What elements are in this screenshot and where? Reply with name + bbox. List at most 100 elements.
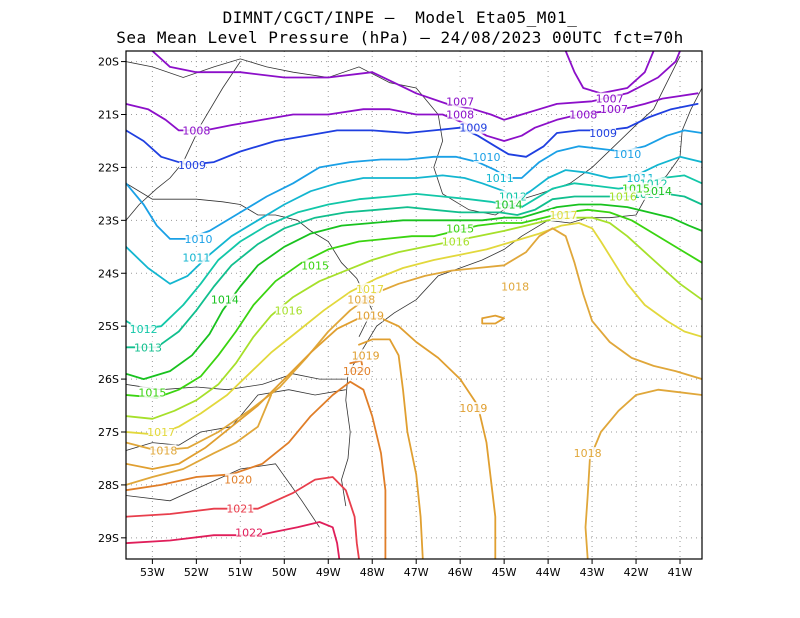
isobar-1012: [126, 174, 702, 330]
lon-tick-label: 45W: [492, 566, 517, 579]
isobar-label: 1012: [130, 323, 158, 336]
isobar-label-bg: [302, 259, 329, 272]
isobar-label-bg: [614, 148, 641, 161]
isobar-label: 1019: [459, 402, 487, 415]
lat-tick-label: 27S: [98, 426, 119, 439]
isobar-label: 1019: [352, 349, 380, 362]
isobar-label-bg: [590, 127, 617, 140]
isobar-label: 1016: [442, 236, 470, 249]
lon-tick-label: 41W: [668, 566, 693, 579]
isobar-1019: [481, 314, 505, 325]
isobar-label: 1017: [549, 209, 577, 222]
isobar-label-bg: [460, 121, 487, 134]
lon-tick-label: 52W: [184, 566, 209, 579]
isobar-label-bg: [596, 92, 623, 105]
isobar-label: 1011: [182, 251, 210, 264]
lon-tick-label: 53W: [140, 566, 165, 579]
isobar-label-bg: [130, 322, 157, 335]
isobar-label: 1007: [446, 95, 474, 108]
isobar-label-bg: [148, 426, 175, 438]
isobar-label: 1014: [495, 198, 523, 211]
isobar-1018: [126, 394, 272, 486]
lat-tick-label: 29S: [98, 532, 119, 545]
lat-tick-label: 21S: [98, 109, 119, 122]
isobar-label-bg: [442, 235, 469, 248]
isobar-label: 1019: [356, 310, 384, 323]
lat-tick-label: 26S: [98, 373, 119, 386]
lat-tick-label: 23S: [98, 214, 119, 227]
coastline-segment: [126, 463, 320, 528]
lat-tick-label: 20S: [98, 56, 119, 69]
isobar-label: 1015: [446, 222, 474, 235]
isobar-label-bg: [211, 293, 238, 306]
isobar-1021: [126, 476, 360, 559]
lat-tick-label: 24S: [98, 267, 119, 280]
isobar-label-bg: [645, 185, 672, 198]
isobar-label: 1015: [138, 386, 166, 399]
isobar-label: 1017: [356, 283, 384, 296]
isobar-label: 1020: [224, 474, 252, 487]
isobar-label: 1018: [574, 447, 602, 460]
isobar-label-bg: [227, 502, 254, 515]
isobar-label: 1010: [185, 233, 213, 246]
isobar-label-bg: [236, 526, 263, 539]
isobar-label: 1016: [275, 304, 303, 317]
isobar-1018: [584, 388, 702, 559]
isobar-label-bg: [275, 304, 302, 317]
isobar-label: 1009: [459, 122, 487, 135]
lat-tick-label: 25S: [98, 320, 119, 333]
isobar-label-bg: [357, 283, 384, 296]
isobar-label-bg: [357, 309, 384, 322]
isobar-label-bg: [139, 386, 166, 399]
lon-tick-label: 51W: [228, 566, 253, 579]
isobar-1022: [126, 521, 341, 559]
isobar-label-bg: [460, 402, 487, 415]
isobar-label-bg: [570, 108, 597, 121]
isobar-label-bg: [495, 198, 522, 211]
isobar-label: 1016: [609, 191, 637, 204]
isobar-label: 1014: [211, 294, 239, 307]
isobar-label-bg: [601, 103, 628, 116]
isobar-label: 1008: [182, 124, 210, 137]
isobar-1020: [126, 380, 387, 559]
longitude-ticks: 53W 52W 51W 50W 49W 48W 47W 46W 45W 44W 43W 42W 41W: [140, 559, 693, 579]
isobar-label-bg: [447, 222, 474, 235]
coastline-segment: [126, 373, 346, 391]
isobar-1016: [126, 216, 702, 420]
isobar-label-bg: [348, 293, 375, 306]
isobar-label: 1018: [501, 280, 529, 293]
isobar-1019: [126, 317, 497, 559]
lon-tick-label: 49W: [316, 566, 341, 579]
lon-tick-label: 42W: [624, 566, 649, 579]
isobar-label-bg: [225, 473, 252, 486]
isobar-label: 1013: [134, 341, 162, 354]
isobar-1017: [126, 222, 702, 436]
isobar-label-bg: [183, 251, 210, 264]
isobar-label: 1009: [589, 127, 617, 140]
isobar-label: 1008: [569, 109, 597, 122]
isobar-label: 1010: [613, 148, 641, 161]
lon-tick-label: 50W: [272, 566, 297, 579]
lat-tick-label: 28S: [98, 479, 119, 492]
lon-tick-label: 43W: [580, 566, 605, 579]
isobar-label-bg: [609, 190, 636, 203]
isobar-label-bg: [178, 158, 205, 171]
isobar-label: 1017: [147, 426, 175, 439]
lon-tick-label: 46W: [448, 566, 473, 579]
isobar-label: 1021: [226, 503, 254, 516]
isobar-label-bg: [150, 444, 177, 457]
isobar-label: 1008: [446, 109, 474, 122]
isobar-label: 1018: [149, 445, 177, 458]
isobar-label: 1011: [486, 172, 514, 185]
isobar-label: 1015: [301, 259, 329, 272]
isobar-label: 1009: [178, 159, 206, 172]
isobar-label-bg: [185, 232, 212, 245]
isobar-label-bg: [447, 108, 474, 121]
coastline-segment: [341, 87, 702, 507]
isobar-1014: [126, 203, 702, 380]
isobar-label-bg: [447, 95, 474, 108]
isobar-label-bg: [502, 280, 529, 293]
chart-title-line2: Sea Mean Level Pressure (hPa) — 24/08/20…: [116, 28, 684, 47]
isobar-1015: [126, 208, 702, 399]
